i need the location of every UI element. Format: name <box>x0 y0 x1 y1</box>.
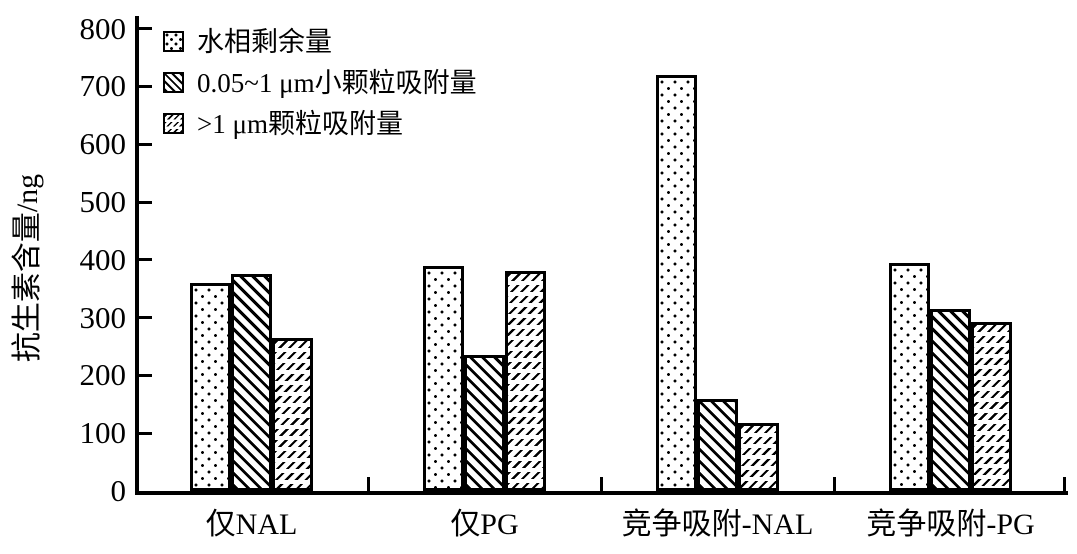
y-tick <box>139 27 152 31</box>
bar-dots <box>423 266 464 491</box>
x-category-label: 竞争吸附-NAL <box>621 508 814 541</box>
y-tick-label: 600 <box>79 126 127 162</box>
y-tick <box>139 200 152 204</box>
bar-sparse-diagonal <box>505 271 546 491</box>
y-tick <box>139 84 152 88</box>
x-tick <box>366 477 370 491</box>
bar-dots <box>190 283 231 491</box>
bar-dots <box>656 75 697 491</box>
y-tick <box>139 258 152 262</box>
x-tick <box>599 477 603 491</box>
bar-dense-diagonal <box>231 274 272 491</box>
y-tick-label: 300 <box>79 299 127 335</box>
legend-swatch-dense-diagonal-icon <box>163 72 184 93</box>
x-tick <box>832 477 836 491</box>
x-category-label: 竞争吸附-PG <box>866 508 1035 541</box>
y-tick-label: 400 <box>79 241 127 277</box>
y-tick <box>139 431 152 435</box>
y-tick <box>139 373 152 377</box>
bar-sparse-diagonal <box>272 338 313 491</box>
bar-dots <box>889 263 930 491</box>
bar-dense-diagonal <box>697 399 738 491</box>
legend-label: 水相剩余量 <box>197 26 332 57</box>
legend: 水相剩余量 0.05~1 μm小颗粒吸附量 >1 μm颗粒吸附量 <box>163 21 477 144</box>
y-axis-line <box>135 16 139 495</box>
x-tick <box>1062 477 1066 491</box>
x-category-label: 仅PG <box>450 508 519 541</box>
legend-item: 0.05~1 μm小颗粒吸附量 <box>163 62 477 103</box>
y-tick-label: 800 <box>79 10 127 46</box>
y-tick-label: 700 <box>79 68 127 104</box>
bar-sparse-diagonal <box>738 423 779 491</box>
y-tick <box>139 142 152 146</box>
x-category-label: 仅NAL <box>205 508 298 541</box>
x-axis-line <box>135 491 1068 495</box>
bar-sparse-diagonal <box>971 322 1012 491</box>
legend-swatch-sparse-diagonal-icon <box>163 113 184 134</box>
legend-label: 0.05~1 μm小颗粒吸附量 <box>197 67 477 98</box>
legend-item: 水相剩余量 <box>163 21 477 62</box>
legend-swatch-dots-icon <box>163 31 184 52</box>
legend-item: >1 μm颗粒吸附量 <box>163 103 477 144</box>
legend-label: >1 μm颗粒吸附量 <box>197 108 403 139</box>
bar-dense-diagonal <box>930 309 971 491</box>
y-tick-label: 200 <box>79 357 127 393</box>
y-tick <box>139 316 152 320</box>
y-tick-label: 0 <box>110 473 127 508</box>
y-tick-label: 500 <box>79 184 127 219</box>
bar-dense-diagonal <box>464 355 505 491</box>
y-tick-label: 100 <box>79 415 127 451</box>
